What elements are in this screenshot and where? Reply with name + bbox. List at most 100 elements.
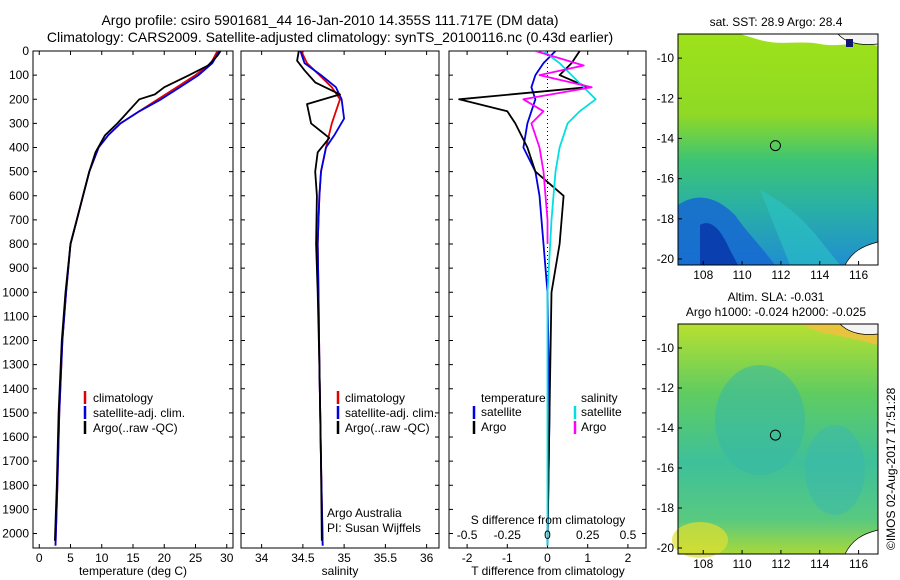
depth-tick-label: 300 — [9, 116, 29, 130]
lon-tick-label: 114 — [810, 557, 829, 571]
temperature-axis-label: temperature (deg C) — [79, 564, 187, 578]
salinity-legend: climatology satellite-adj. clim. Argo(..… — [336, 391, 437, 435]
s-difference-tick-label: -0.25 — [494, 528, 522, 542]
x-tick-label: 15 — [126, 551, 140, 565]
x-tick-label: 35.5 — [374, 551, 398, 565]
depth-tick-label: 1400 — [2, 382, 29, 396]
depth-tick-label: 1500 — [2, 406, 29, 420]
series-line-salinity-argo — [522, 51, 593, 244]
temperature-axis-ticks: 0 5 10 15 20 25 30 — [33, 50, 234, 565]
lon-tick-label: 112 — [771, 557, 790, 571]
lat-tick-label: -14 — [657, 131, 675, 145]
depth-tick-label: 1800 — [2, 478, 29, 492]
sla-low-region-east — [805, 425, 865, 515]
t-difference-axis-label: T difference from climatology — [471, 564, 625, 578]
difference-axis-ticks: -2 -1 0 1 2 — [449, 50, 646, 565]
legend-t-satellite-label: satellite — [481, 405, 522, 419]
depth-tick-label: 500 — [9, 165, 29, 179]
lat-tick-label: -20 — [657, 541, 675, 555]
sla-high-region — [672, 522, 728, 558]
x-tick-label: 0 — [36, 551, 43, 565]
sst-coldest-region — [700, 223, 738, 265]
lon-tick-label: 108 — [693, 268, 713, 282]
salinity-series — [296, 51, 346, 546]
x-tick-label: -2 — [462, 551, 473, 565]
legend-t-argo-label: Argo — [481, 420, 507, 434]
lon-tick-label: 116 — [849, 268, 868, 282]
lat-tick-label: -12 — [657, 91, 675, 105]
x-tick-label: 20 — [158, 551, 172, 565]
x-tick-label: 1 — [584, 551, 591, 565]
salinity-axis-label: salinity — [322, 564, 359, 578]
x-tick-label: 34 — [255, 551, 269, 565]
sst-dark-cell — [846, 39, 853, 47]
legend-satellite-label: satellite-adj. clim. — [93, 406, 185, 420]
sst-map-frame — [677, 33, 879, 266]
temperature-panel: 0100200300400500600700800900100011001200… — [2, 44, 233, 578]
x-tick-label: 30 — [220, 551, 234, 565]
x-tick-label: 35 — [337, 551, 351, 565]
depth-tick-label: 2000 — [2, 527, 29, 541]
sst-cool-region — [760, 190, 840, 265]
sla-map-title: Altim. SLA: -0.031 — [728, 290, 825, 304]
lat-tick-label: -20 — [657, 252, 675, 266]
sst-map-panel: sat. SST: 28.9 Argo: 28.4 108 110 112 114 11… — [657, 15, 879, 282]
difference-panel: -2 -1 0 1 2 T difference from climatology S … — [448, 50, 647, 578]
temperature-series — [54, 51, 222, 546]
s-difference-tick-label: -0.5 — [457, 528, 478, 542]
source-annotation-line2: PI: Susan Wijffels — [327, 521, 421, 535]
lat-tick-label: -16 — [657, 461, 675, 475]
argo-position-marker — [769, 140, 781, 152]
legend-salinity-header: salinity — [581, 391, 618, 405]
lat-tick-label: -10 — [657, 51, 675, 65]
lat-tick-label: -14 — [657, 421, 675, 435]
x-tick-label: 36 — [420, 551, 434, 565]
lat-tick-label: -12 — [657, 381, 675, 395]
depth-axis-labels: 0 100 200 300 400 500 600 700 800 900 1000 1100 1200… — [2, 44, 29, 541]
chart-title-line2: Climatology: CARS2009. Satellite-adjuste… — [46, 29, 614, 45]
series-line-argo-raw-qc- — [296, 51, 341, 541]
lat-tick-label: -18 — [657, 212, 675, 226]
depth-tick-label: 800 — [9, 237, 29, 251]
series-line-salinity-satellite — [542, 51, 597, 546]
depth-tick-label: 400 — [9, 141, 29, 155]
series-line-argo-raw-qc- — [54, 51, 222, 541]
legend-temperature-header: temperature — [481, 391, 546, 405]
sla-map-ticks: 108 110 112 114 116 -10 -12 -14 -16 -18 -20 — [657, 341, 869, 571]
x-tick-label: 25 — [189, 551, 203, 565]
credit-timestamp: ©IMOS 02-Aug-2017 17:51:28 — [884, 387, 898, 550]
source-annotation-line1: Argo Australia — [327, 506, 402, 520]
depth-tick-label: 100 — [9, 68, 29, 82]
salinity-panel-frame — [240, 50, 440, 549]
legend-argo-label: Argo(..raw -QC) — [93, 421, 178, 435]
x-tick-label: 34.5 — [291, 551, 315, 565]
depth-tick-label: 1300 — [2, 358, 29, 372]
sst-map-title: sat. SST: 28.9 Argo: 28.4 — [710, 15, 843, 29]
legend-s-satellite-label: satellite — [581, 405, 622, 419]
sla-map-frame — [677, 323, 879, 555]
sla-map-subtitle: Argo h1000: -0.024 h2000: -0.025 — [686, 305, 866, 319]
sla-map-panel: Altim. SLA: -0.031 Argo h1000: -0.024 h2… — [657, 290, 879, 571]
chart-title-line1: Argo profile: csiro 5901681_44 16-Jan-20… — [101, 12, 559, 28]
x-tick-label: 5 — [67, 551, 74, 565]
legend-satellite-label: satellite-adj. clim. — [345, 406, 437, 420]
sst-map-ticks: 108 110 112 114 116 -10 -12 -14 -16 -18 -20 — [657, 51, 869, 282]
salinity-panel: 34 34.5 35 35.5 36 salinity climatology sate… — [240, 50, 440, 578]
sla-low-region — [715, 365, 805, 475]
lat-tick-label: -18 — [657, 501, 675, 515]
x-tick-label: 0 — [544, 551, 551, 565]
series-line-temperature-argo — [458, 51, 589, 541]
lon-tick-label: 110 — [733, 557, 752, 571]
depth-tick-label: 1900 — [2, 502, 29, 516]
depth-tick-label: 1100 — [3, 309, 29, 323]
legend-s-argo-label: Argo — [581, 420, 607, 434]
argo-position-marker — [769, 429, 781, 441]
x-tick-label: 2 — [625, 551, 632, 565]
s-difference-tick-label: 0 — [544, 528, 551, 542]
difference-series — [458, 51, 597, 546]
lon-tick-label: 112 — [771, 268, 790, 282]
depth-tick-label: 1000 — [2, 285, 29, 299]
depth-tick-label: 1600 — [2, 430, 29, 444]
salinity-axis-ticks: 34 34.5 35 35.5 36 — [241, 50, 439, 565]
legend-argo-label: Argo(..raw -QC) — [345, 421, 430, 435]
